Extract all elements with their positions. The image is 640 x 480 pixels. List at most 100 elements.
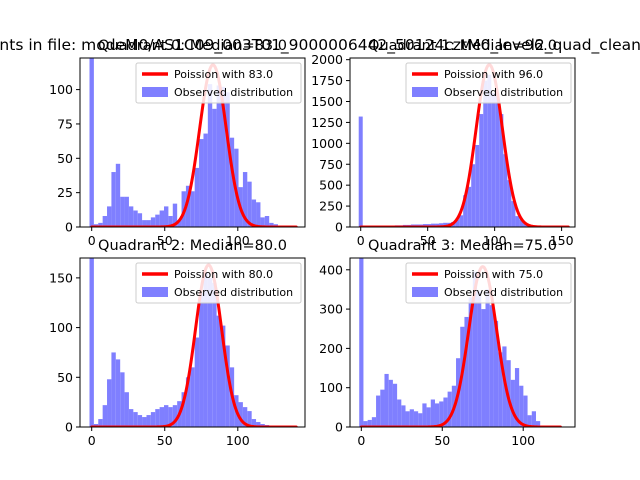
y-tick-label: 1250 bbox=[311, 115, 343, 130]
legend-bar-label: Observed distribution bbox=[444, 286, 563, 299]
legend: Poission with 80.0 Observed distribution bbox=[135, 262, 302, 304]
histogram-bar bbox=[142, 417, 147, 427]
histogram-bar bbox=[487, 74, 492, 227]
histogram-bar bbox=[181, 392, 186, 427]
panel-quadrant-3: 0 50 100 0 100 200 300 400 Quadrant 3: Median=75… bbox=[319, 238, 576, 448]
y-tick-label: 75 bbox=[57, 116, 73, 131]
histogram-bar bbox=[164, 206, 169, 227]
histogram-bar bbox=[133, 412, 138, 427]
x-tick-label: 50 bbox=[157, 233, 173, 248]
histogram-bar bbox=[511, 201, 516, 227]
histogram-bar bbox=[124, 196, 129, 227]
histogram-bar bbox=[503, 154, 508, 227]
histogram-bar bbox=[203, 133, 208, 227]
histogram-bar bbox=[216, 85, 221, 227]
histogram-bar bbox=[515, 216, 520, 227]
histogram-bar bbox=[380, 389, 385, 427]
legend: Poission with 83.0 Observed distribution bbox=[135, 62, 302, 104]
histogram-bar bbox=[464, 316, 469, 427]
histogram-bar bbox=[264, 216, 270, 227]
histogram-bar bbox=[260, 217, 265, 227]
histogram-bar bbox=[102, 405, 108, 427]
legend-bar-label: Observed distribution bbox=[174, 286, 293, 299]
histogram-bar bbox=[220, 86, 226, 227]
histogram-bar bbox=[422, 403, 427, 427]
histogram-bar bbox=[495, 93, 500, 227]
histogram-bar bbox=[472, 271, 478, 427]
histogram-bar bbox=[531, 411, 536, 427]
histogram-bar bbox=[120, 196, 125, 227]
y-tick-label: 50 bbox=[57, 370, 73, 385]
histogram-bar bbox=[225, 92, 230, 227]
legend-box bbox=[405, 62, 572, 104]
y-tick-label: 1500 bbox=[311, 94, 343, 109]
histogram-bar bbox=[238, 402, 243, 427]
histogram-bar bbox=[146, 220, 151, 227]
histogram-bar bbox=[455, 219, 460, 227]
y-tick-label: 1000 bbox=[311, 136, 343, 151]
histogram-bar bbox=[185, 185, 191, 227]
histogram-bar bbox=[251, 199, 257, 227]
histogram-bar bbox=[527, 415, 532, 427]
histogram-bar bbox=[459, 215, 464, 227]
histogram-bar bbox=[203, 272, 208, 427]
plot-area bbox=[359, 258, 562, 427]
histogram-bar bbox=[418, 413, 423, 427]
histogram-bar bbox=[111, 352, 116, 427]
histogram-bar bbox=[98, 419, 103, 427]
histogram-bar bbox=[256, 202, 261, 227]
y-tick-label: 100 bbox=[319, 380, 343, 395]
y-tick-label: 0 bbox=[65, 220, 73, 235]
histogram-bar bbox=[159, 210, 165, 227]
histogram-bar bbox=[519, 219, 524, 227]
histogram-bar bbox=[392, 383, 398, 427]
histogram-bar bbox=[371, 417, 377, 427]
histogram-bar bbox=[491, 93, 496, 227]
y-tick-label: 0 bbox=[335, 220, 343, 235]
x-tick-label: 100 bbox=[483, 233, 507, 248]
histogram-bar bbox=[98, 222, 103, 227]
histogram-bar bbox=[89, 58, 94, 227]
x-tick-label: 50 bbox=[420, 233, 436, 248]
panel-quadrant-0: 0 50 100 0 25 50 75 100 Quadrant 0: Median=83.0 P… bbox=[49, 38, 306, 248]
figure-title: Counts in file: modeM0/AS1C09_003T01_900… bbox=[0, 36, 640, 55]
histogram-bar bbox=[207, 84, 213, 227]
histogram-bar bbox=[102, 216, 108, 227]
histogram-bar bbox=[155, 214, 160, 227]
histogram-bar bbox=[514, 368, 520, 427]
legend-bar-swatch bbox=[412, 287, 438, 297]
legend-line-label: Poission with 96.0 bbox=[444, 68, 543, 81]
histogram-bar bbox=[89, 258, 94, 427]
histogram-bar bbox=[172, 405, 178, 427]
histogram-bar bbox=[471, 164, 476, 227]
histogram-bar bbox=[388, 379, 393, 427]
histogram-bar bbox=[185, 377, 191, 427]
histogram-bar bbox=[229, 137, 235, 227]
histogram-bar bbox=[510, 379, 515, 427]
histogram-bar bbox=[164, 405, 169, 427]
y-tick-label: 750 bbox=[319, 157, 343, 172]
histogram-bar bbox=[247, 181, 252, 227]
poisson-fit-line bbox=[359, 265, 562, 427]
y-tick-label: 100 bbox=[49, 320, 73, 335]
histogram-bar bbox=[535, 421, 541, 427]
histogram-bar bbox=[443, 397, 448, 427]
histogram-bar bbox=[439, 401, 444, 427]
histogram-bar bbox=[190, 367, 195, 427]
y-tick-label: 500 bbox=[319, 178, 343, 193]
legend-box bbox=[135, 262, 302, 304]
legend-line-label: Poission with 80.0 bbox=[174, 268, 273, 281]
legend-bar-label: Observed distribution bbox=[174, 86, 293, 99]
histogram-bar bbox=[409, 409, 414, 427]
histogram-bar bbox=[467, 186, 472, 227]
histogram-bar bbox=[159, 407, 165, 427]
histogram-bar bbox=[220, 325, 226, 427]
histogram-bar bbox=[133, 210, 138, 227]
legend: Poission with 75.0 Observed distribution bbox=[405, 262, 572, 304]
legend-bar-swatch bbox=[142, 287, 168, 297]
y-tick-label: 150 bbox=[49, 270, 73, 285]
histogram-bar bbox=[242, 172, 248, 227]
y-tick-label: 0 bbox=[335, 420, 343, 435]
legend-bar-swatch bbox=[142, 87, 168, 97]
histogram-bar bbox=[120, 372, 125, 427]
